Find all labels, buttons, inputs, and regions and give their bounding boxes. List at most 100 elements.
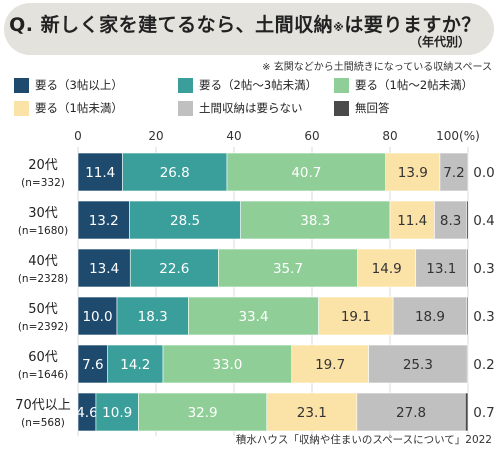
data-label: 27.8 xyxy=(396,405,426,421)
data-label: 35.7 xyxy=(273,261,303,277)
legend-swatch xyxy=(334,100,349,116)
bar-segment xyxy=(464,392,469,432)
x-tick-label: 40 xyxy=(226,129,241,143)
bar-segment xyxy=(77,344,108,384)
bar-segment xyxy=(389,200,435,240)
data-label: 22.6 xyxy=(159,261,189,277)
bar-segment xyxy=(266,392,358,432)
category-label: 50代 xyxy=(28,302,58,317)
data-label: 11.4 xyxy=(397,213,427,229)
chart-subtitle: （年代別） xyxy=(409,35,470,49)
data-label: 4.6 xyxy=(76,405,97,421)
bar-segment xyxy=(385,152,441,192)
category-n-label: (n=1646) xyxy=(18,369,68,381)
data-label: 26.8 xyxy=(160,165,190,181)
legend-label: 要る（3帖以上） xyxy=(35,78,123,92)
category-label: 70代以上 xyxy=(15,398,71,413)
data-label: 38.3 xyxy=(300,213,330,229)
category-label: 60代 xyxy=(28,350,58,365)
bar-segment xyxy=(392,296,468,336)
bar-segment xyxy=(129,248,219,288)
legend-item: 無回答 xyxy=(334,100,390,116)
data-label: 13.2 xyxy=(89,213,119,229)
data-label: 18.3 xyxy=(138,309,168,325)
bar-segment xyxy=(116,296,189,336)
title-suffix: は要りますか？ xyxy=(344,14,481,36)
category-n-label: (n=1680) xyxy=(18,225,68,237)
x-tick-label: 60 xyxy=(304,129,319,143)
bar-segment xyxy=(129,200,241,240)
data-label: 13.9 xyxy=(398,165,428,181)
legend-swatch xyxy=(14,77,29,93)
legend-item: 要る（1帖～2帖未満） xyxy=(334,77,473,93)
bar-segment xyxy=(434,200,468,240)
category-label: 40代 xyxy=(28,254,58,269)
data-label: 28.5 xyxy=(170,213,200,229)
title-note-mark: ※ xyxy=(333,21,345,34)
data-label: 11.4 xyxy=(85,165,115,181)
legend-swatch xyxy=(14,100,29,116)
bar-segment xyxy=(77,248,131,288)
data-label: 14.2 xyxy=(120,357,150,373)
data-label: 25.3 xyxy=(403,357,433,373)
chart-title: Q. 新しく家を建てるなら、土間収納※は要りますか？ xyxy=(0,10,490,37)
data-label: 32.9 xyxy=(188,405,218,421)
legend-swatch xyxy=(178,77,193,93)
data-label: 0.0 xyxy=(473,165,494,181)
x-tick-label: 80 xyxy=(382,129,397,143)
data-label: 7.6 xyxy=(82,357,103,373)
data-label: 7.2 xyxy=(443,165,464,181)
legend-label: 要る（2帖～3帖未満） xyxy=(199,78,318,92)
data-label: 0.3 xyxy=(473,261,494,277)
bar-segment xyxy=(138,392,268,432)
data-label: 13.1 xyxy=(426,261,456,277)
data-label: 33.4 xyxy=(238,309,268,325)
data-label: 0.3 xyxy=(473,309,494,325)
x-tick-label: 0 xyxy=(74,129,82,143)
category-label: 30代 xyxy=(28,206,58,221)
legend-label: 無回答 xyxy=(355,101,390,115)
x-tick-label: 100(%) xyxy=(436,129,480,143)
category-n-label: (n=2328) xyxy=(18,273,68,285)
bar-segment xyxy=(356,392,466,432)
category-n-label: (n=332) xyxy=(21,177,65,189)
category-n-label: (n=2392) xyxy=(18,321,68,333)
data-label: 18.9 xyxy=(415,309,445,325)
legend-item: 要る（2帖～3帖未満） xyxy=(178,77,317,93)
data-label: 40.7 xyxy=(291,165,321,181)
bar-segment xyxy=(439,152,469,192)
bar-segment xyxy=(218,248,358,288)
legend-label: 要る（1帖～2帖未満） xyxy=(355,78,474,92)
data-label: 13.4 xyxy=(89,261,119,277)
data-label: 23.1 xyxy=(297,405,327,421)
data-label: 14.9 xyxy=(372,261,402,277)
data-label: 10.9 xyxy=(102,405,132,421)
data-label: 0.7 xyxy=(473,405,494,421)
legend-item: 要る（1帖未満） xyxy=(14,100,123,116)
legend-item: 土間収納は要らない xyxy=(178,100,303,116)
bar-segment xyxy=(77,152,123,192)
legend-swatch xyxy=(334,77,349,93)
category-label: 20代 xyxy=(28,158,58,173)
category-n-label: (n=568) xyxy=(21,417,65,429)
bar-segment xyxy=(162,344,293,384)
legend-swatch xyxy=(178,100,193,116)
data-label: 19.1 xyxy=(341,309,371,325)
bar-segment xyxy=(240,200,391,240)
bar-segment xyxy=(466,248,469,288)
bar-segment xyxy=(466,344,469,384)
source-credit: 積水ハウス「収納や住まいのスペースについて」2022 xyxy=(235,434,492,446)
data-label: 0.2 xyxy=(473,357,494,373)
legend-label: 要る（1帖未満） xyxy=(35,101,123,115)
data-label: 10.0 xyxy=(82,309,112,325)
bar-segment xyxy=(122,152,228,192)
bar-segment xyxy=(415,248,468,288)
legend-item: 要る（3帖以上） xyxy=(14,77,123,93)
data-label: 8.3 xyxy=(440,213,461,229)
data-label: 0.4 xyxy=(473,213,494,229)
footnote: ※ 玄関などから土間続きになっている収納スペース xyxy=(262,62,492,73)
title-main: Q. 新しく家を建てるなら、土間収納 xyxy=(9,14,334,36)
bar-segment xyxy=(77,200,130,240)
x-tick-label: 20 xyxy=(148,129,163,143)
